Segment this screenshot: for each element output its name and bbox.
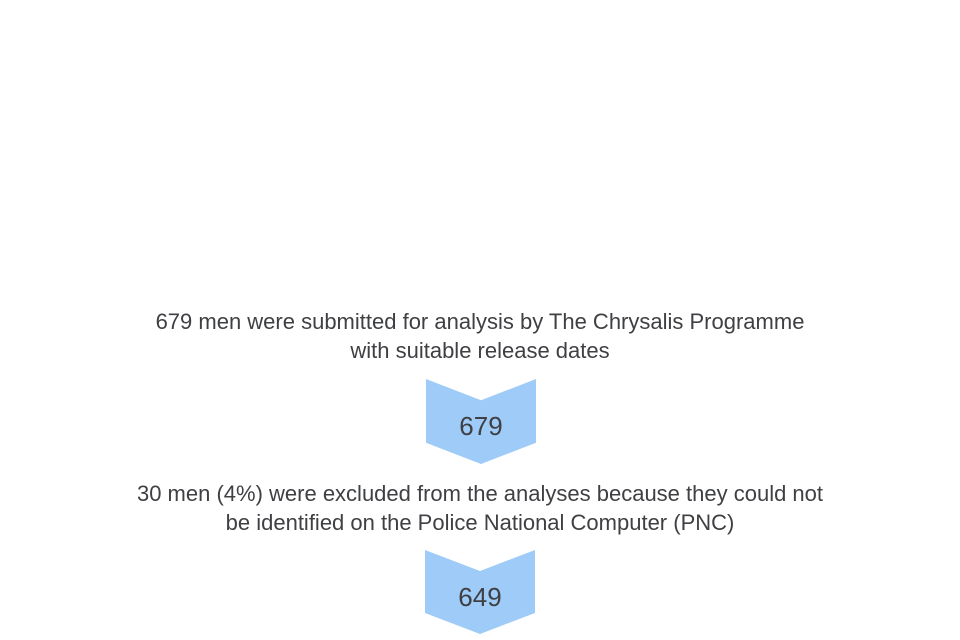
step1-description: 679 men were submitted for analysis by T… [0, 307, 960, 365]
step1-count: 679 [459, 411, 503, 441]
step2-description-line2: be identified on the Police National Com… [225, 510, 735, 535]
step2-count: 649 [458, 581, 502, 612]
step2-description-line1: 30 men (4%) were excluded from the analy… [136, 481, 824, 506]
step2-description: 30 men (4%) were excluded from the analy… [0, 479, 960, 537]
down-arrow-step2: 649 [425, 550, 535, 634]
step1-description-line2: with suitable release dates [350, 338, 610, 363]
down-arrow-step1: 679 [426, 379, 536, 464]
step1-description-line1: 679 men were submitted for analysis by T… [155, 309, 805, 334]
